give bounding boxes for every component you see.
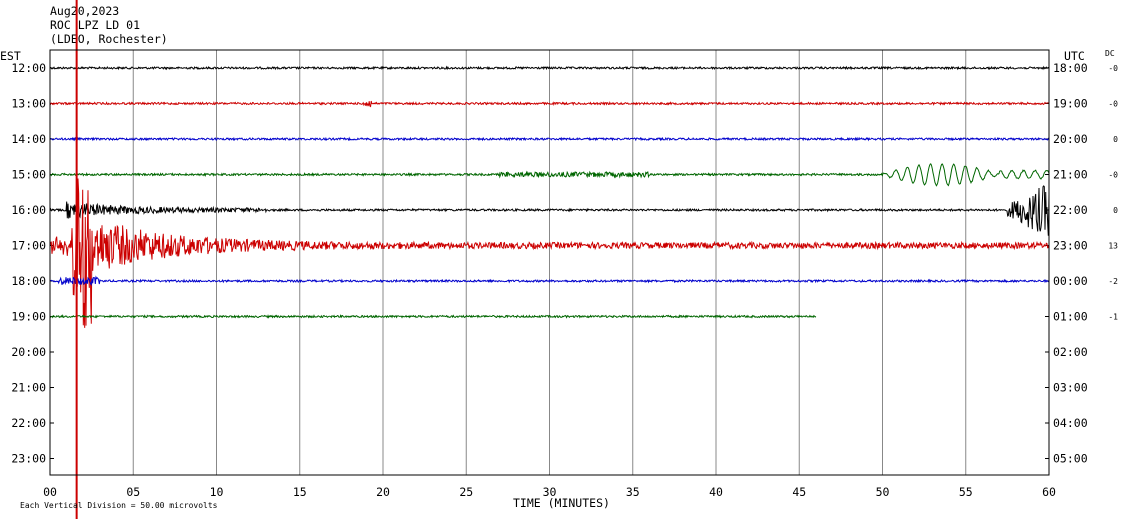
y-tick-right-1: 19:00 (1053, 97, 1088, 111)
y-tick-left-3: 15:00 (11, 168, 46, 182)
y-tick-right-4: 22:00 (1053, 203, 1088, 217)
header-date: Aug20,2023 (50, 4, 120, 18)
x-tick-45: 45 (792, 485, 806, 499)
dc-value-0: -0 (1108, 64, 1118, 73)
y-tick-left-2: 14:00 (11, 132, 46, 146)
y-tick-left-4: 16:00 (11, 203, 46, 217)
x-tick-15: 15 (293, 485, 307, 499)
plot-frame (49, 49, 1050, 476)
left-axis-label: EST (0, 49, 21, 63)
right-axis-label: UTC (1064, 49, 1085, 63)
traces (49, 0, 1050, 519)
dc-value-5: 13 (1108, 242, 1118, 251)
trace-13:00 (49, 100, 1049, 108)
y-tick-right-11: 05:00 (1053, 452, 1088, 466)
y-tick-right-3: 21:00 (1053, 168, 1088, 182)
dc-value-3: -0 (1108, 171, 1118, 180)
trace-17:00 (49, 163, 1050, 328)
trace-12:00 (49, 65, 1050, 71)
y-tick-right-10: 04:00 (1053, 416, 1088, 430)
y-tick-left-0: 12:00 (11, 61, 46, 75)
trace-19:00 (49, 314, 817, 319)
x-tick-30: 30 (543, 485, 557, 499)
y-tick-right-2: 20:00 (1053, 132, 1088, 146)
header-location: (LDEO, Rochester) (50, 32, 168, 46)
trace-18:00 (49, 275, 1050, 287)
y-tick-right-5: 23:00 (1053, 239, 1088, 253)
x-tick-35: 35 (626, 485, 640, 499)
y-tick-left-1: 13:00 (11, 97, 46, 111)
x-tick-10: 10 (210, 485, 224, 499)
trace-16:00 (49, 185, 1050, 236)
footer-note: Each Vertical Division = 50.00 microvolt… (20, 501, 218, 510)
dc-value-7: -1 (1108, 313, 1118, 322)
y-tick-left-5: 17:00 (11, 239, 46, 253)
y-tick-left-9: 21:00 (11, 381, 46, 395)
dc-value-4: 0 (1113, 206, 1118, 215)
y-tick-right-6: 00:00 (1053, 274, 1088, 288)
x-tick-05: 05 (126, 485, 140, 499)
trace-14:00 (49, 136, 1050, 142)
y-tick-left-11: 23:00 (11, 452, 46, 466)
y-tick-left-6: 18:00 (11, 274, 46, 288)
trace-15:00 (49, 163, 1050, 187)
x-tick-40: 40 (709, 485, 723, 499)
y-tick-right-8: 02:00 (1053, 345, 1088, 359)
grid (50, 50, 1049, 475)
dc-value-1: -0 (1108, 100, 1118, 109)
y-tick-left-10: 22:00 (11, 416, 46, 430)
header-station: ROC LPZ LD 01 (50, 18, 141, 32)
x-tick-00: 00 (43, 485, 57, 499)
x-tick-20: 20 (376, 485, 390, 499)
dc-value-6: -2 (1108, 277, 1118, 286)
y-tick-right-0: 18:00 (1053, 61, 1088, 75)
y-tick-left-7: 19:00 (11, 310, 46, 324)
x-tick-55: 55 (959, 485, 973, 499)
x-tick-25: 25 (459, 485, 473, 499)
y-tick-left-8: 20:00 (11, 345, 46, 359)
y-tick-right-7: 01:00 (1053, 310, 1088, 324)
x-axis-label: TIME (MINUTES) (513, 496, 610, 510)
dc-label: DC (1105, 49, 1115, 58)
y-tick-right-9: 03:00 (1053, 381, 1088, 395)
dc-value-2: 0 (1113, 135, 1118, 144)
x-tick-50: 50 (876, 485, 890, 499)
x-tick-60: 60 (1042, 485, 1056, 499)
